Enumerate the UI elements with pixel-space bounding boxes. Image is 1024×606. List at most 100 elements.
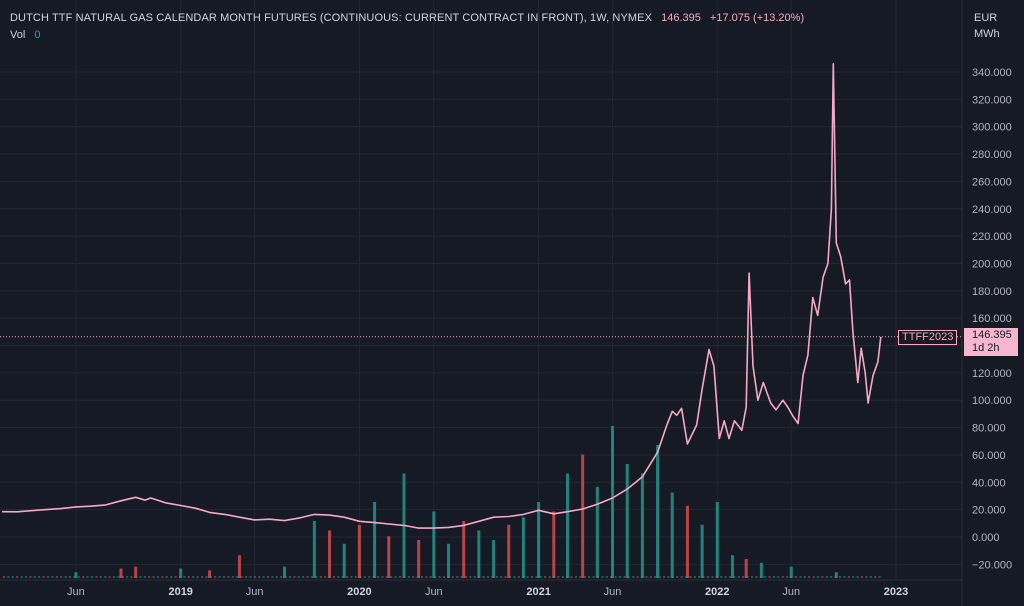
x-tick-label: Jun <box>425 586 443 598</box>
volume-bar <box>38 576 41 578</box>
volume-bar <box>51 576 54 578</box>
volume-bar <box>218 576 221 578</box>
volume-bar <box>777 576 780 578</box>
volume-bar <box>504 576 507 578</box>
volume-bar <box>208 570 212 578</box>
volume-bar <box>341 576 344 578</box>
volume-legend[interactable]: Vol 0 <box>10 27 40 43</box>
volume-bar <box>394 576 397 578</box>
volume-bar <box>143 576 146 578</box>
volume-bar <box>108 576 111 578</box>
volume-bar <box>469 576 472 578</box>
volume-bar <box>161 576 164 578</box>
volume-bar <box>192 576 195 578</box>
volume-bar <box>324 576 327 578</box>
volume-bar <box>759 576 762 578</box>
volume-bar <box>271 576 274 578</box>
y-tick-label: 180.000 <box>972 286 1012 298</box>
volume-bar <box>165 576 168 578</box>
volume-bar <box>781 576 784 578</box>
volume-bar <box>698 576 701 578</box>
volume-bar <box>521 517 525 578</box>
volume-bar <box>720 576 723 578</box>
volume-bar <box>438 576 441 578</box>
volume-bar <box>372 576 375 578</box>
volume-bar <box>258 576 261 578</box>
volume-bar <box>795 576 797 578</box>
y-tick-label: 100.000 <box>972 395 1012 407</box>
volume-bar <box>789 566 793 578</box>
x-tick-label: 2023 <box>884 586 908 598</box>
volume-bar <box>535 576 538 578</box>
volume-bar <box>451 576 454 578</box>
volume-bar <box>641 576 643 578</box>
volume-bar <box>152 576 155 578</box>
volume-bar <box>799 576 802 578</box>
volume-value: 0 <box>34 29 41 41</box>
volume-bar <box>834 576 837 578</box>
x-tick-label: 2019 <box>168 586 192 598</box>
symbol-title[interactable]: DUTCH TTF NATURAL GAS CALENDAR MONTH FUT… <box>10 12 653 24</box>
volume-bar <box>447 576 450 578</box>
volume-bar <box>649 576 652 578</box>
volume-bar <box>526 576 529 578</box>
volume-bar <box>581 454 585 578</box>
volume-bar <box>209 576 212 578</box>
volume-bar <box>399 576 401 578</box>
volume-bar <box>60 576 63 578</box>
volume-bar <box>700 524 704 578</box>
volume-bar <box>104 576 107 578</box>
volume-bar <box>715 502 719 578</box>
volume-bar <box>561 576 564 578</box>
volume-bar <box>82 576 85 578</box>
volume-bar <box>11 576 14 578</box>
volume-bar <box>368 576 371 578</box>
volume-bar <box>693 576 696 578</box>
volume-bar <box>812 576 815 578</box>
volume-bar <box>47 576 49 578</box>
volume-bar <box>645 576 648 578</box>
volume-bar <box>183 576 186 578</box>
volume-bar <box>874 576 877 578</box>
volume-bar <box>337 576 340 578</box>
volume-bar <box>685 576 687 578</box>
volume-bar <box>492 540 496 578</box>
chart-grid <box>0 0 962 580</box>
volume-bar <box>236 576 239 578</box>
volume-bar <box>477 530 481 578</box>
volume-bar <box>91 576 93 578</box>
volume-bar <box>843 576 846 578</box>
y-tick-label: 40.000 <box>972 477 1006 489</box>
x-tick-label: Jun <box>604 586 622 598</box>
volume-bar <box>742 576 745 578</box>
y-tick-label: 160.000 <box>972 313 1012 325</box>
volume-bar <box>654 576 657 578</box>
volume-bar <box>346 576 349 578</box>
volume-bar <box>55 576 58 578</box>
volume-bar <box>249 576 252 578</box>
volume-bar <box>619 576 621 578</box>
volume-bar <box>685 505 689 578</box>
volume-bar <box>377 576 379 578</box>
volume-bar <box>306 576 309 578</box>
volume-bar <box>839 576 841 578</box>
unit-label: EUR MWh <box>974 10 1000 42</box>
volume-bar <box>548 576 551 578</box>
volume-bar <box>539 576 542 578</box>
volume-bar <box>724 576 727 578</box>
volume-bar <box>214 576 217 578</box>
volume-bar <box>385 576 388 578</box>
volume-bar <box>625 464 629 578</box>
volume-bar <box>284 576 287 578</box>
currency-unit: EUR <box>974 12 998 24</box>
last-price-badge: 146.395 1d 2h <box>964 328 1018 356</box>
volume-bar <box>595 486 599 578</box>
volume-bar <box>3 576 5 578</box>
volume-bar <box>262 576 265 578</box>
volume-bar <box>42 576 45 578</box>
last-price: 146.395 <box>661 12 701 24</box>
y-tick-label: 20.000 <box>972 505 1006 517</box>
volume-bar <box>350 576 353 578</box>
volume-bar <box>865 576 868 578</box>
